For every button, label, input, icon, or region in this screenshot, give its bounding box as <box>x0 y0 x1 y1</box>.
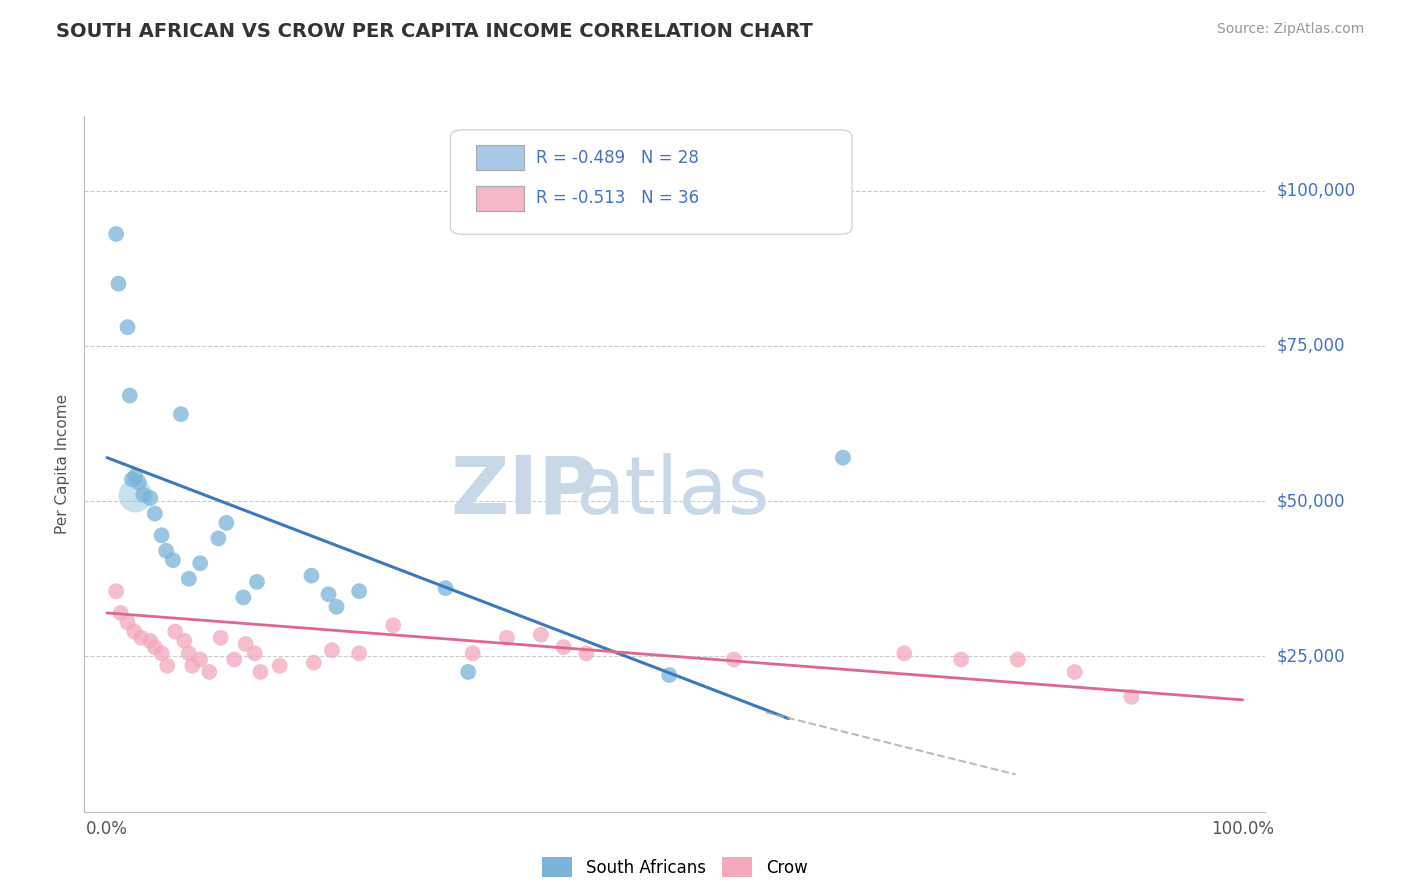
Legend: South Africans, Crow: South Africans, Crow <box>536 851 814 883</box>
Point <box>156 658 179 673</box>
Point <box>121 472 143 486</box>
Point <box>155 543 177 558</box>
Point <box>143 640 166 654</box>
Point <box>249 665 271 679</box>
Point <box>575 646 598 660</box>
Text: SOUTH AFRICAN VS CROW PER CAPITA INCOME CORRELATION CHART: SOUTH AFRICAN VS CROW PER CAPITA INCOME … <box>56 22 813 41</box>
Text: R = -0.489   N = 28: R = -0.489 N = 28 <box>536 149 699 167</box>
Point <box>170 407 193 421</box>
Point <box>302 656 325 670</box>
Point <box>139 633 162 648</box>
Point <box>150 646 173 660</box>
Point <box>107 277 129 291</box>
Point <box>325 599 347 614</box>
Point <box>553 640 575 654</box>
Text: $25,000: $25,000 <box>1277 648 1346 665</box>
Point <box>110 606 132 620</box>
Text: R = -0.513   N = 36: R = -0.513 N = 36 <box>536 189 699 207</box>
Point <box>128 475 150 490</box>
Point <box>117 615 139 630</box>
Point <box>207 532 229 546</box>
Point <box>132 488 155 502</box>
Point <box>382 618 405 632</box>
Point <box>832 450 855 465</box>
Point <box>457 665 479 679</box>
Point <box>188 652 211 666</box>
Point <box>321 643 343 657</box>
Point <box>117 320 139 334</box>
Point <box>246 574 269 589</box>
Point <box>1121 690 1143 704</box>
Point <box>173 633 195 648</box>
Text: Source: ZipAtlas.com: Source: ZipAtlas.com <box>1216 22 1364 37</box>
Point <box>162 553 184 567</box>
Point <box>658 668 681 682</box>
Text: $100,000: $100,000 <box>1277 181 1355 200</box>
Point <box>301 568 323 582</box>
Point <box>188 556 211 570</box>
Point <box>129 631 152 645</box>
Point <box>139 491 162 505</box>
Text: $75,000: $75,000 <box>1277 337 1346 355</box>
Point <box>165 624 187 639</box>
Point <box>118 388 141 402</box>
Text: atlas: atlas <box>575 452 769 531</box>
Point <box>495 631 517 645</box>
Point <box>530 628 553 642</box>
Point <box>950 652 973 666</box>
Point <box>235 637 257 651</box>
Point <box>124 469 146 483</box>
Point <box>143 507 166 521</box>
Point <box>105 584 128 599</box>
Point <box>177 646 200 660</box>
Point <box>723 652 745 666</box>
Text: ZIP: ZIP <box>451 452 598 531</box>
Point <box>269 658 291 673</box>
Point <box>124 624 146 639</box>
Bar <box>477 186 523 211</box>
Point <box>347 646 370 660</box>
Text: $50,000: $50,000 <box>1277 492 1346 510</box>
Point <box>1007 652 1029 666</box>
Point <box>1063 665 1085 679</box>
Point <box>347 584 370 599</box>
Point <box>893 646 915 660</box>
Point <box>318 587 340 601</box>
Point <box>461 646 484 660</box>
Point <box>124 488 146 502</box>
Point <box>232 591 254 605</box>
Point <box>215 516 238 530</box>
Point <box>105 227 128 241</box>
Point <box>243 646 266 660</box>
Point <box>198 665 221 679</box>
Y-axis label: Per Capita Income: Per Capita Income <box>55 393 70 534</box>
Point <box>209 631 232 645</box>
Point <box>181 658 204 673</box>
Bar <box>477 145 523 170</box>
Point <box>224 652 246 666</box>
Point <box>434 581 457 595</box>
Point <box>150 528 173 542</box>
FancyBboxPatch shape <box>450 130 852 235</box>
Point <box>177 572 200 586</box>
